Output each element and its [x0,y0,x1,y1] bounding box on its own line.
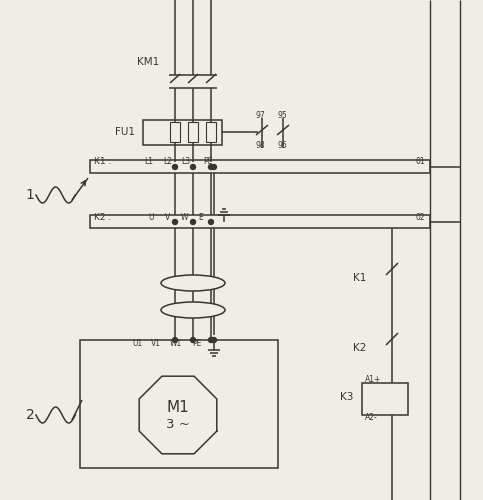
Bar [362,383,408,415]
Bar [80,340,278,468]
Text: 96: 96 [278,142,288,150]
Circle shape [190,220,196,224]
Circle shape [209,220,213,224]
Text: L1: L1 [144,158,153,166]
Ellipse shape [161,302,225,318]
Circle shape [212,164,216,170]
Circle shape [172,338,177,342]
Bar [188,122,198,142]
Text: K1: K1 [353,273,367,283]
Bar [90,160,430,173]
Text: 02: 02 [415,214,425,222]
Text: 97: 97 [255,112,265,120]
Bar [206,122,216,142]
Circle shape [212,338,216,342]
Text: 01: 01 [415,158,425,166]
Ellipse shape [161,275,225,291]
Text: L3: L3 [181,158,190,166]
Text: K2: K2 [353,343,367,353]
Text: K2 :: K2 : [94,214,111,222]
Bar [90,215,430,228]
Text: PE: PE [192,338,201,347]
Text: 1: 1 [26,188,34,202]
Text: L2: L2 [163,158,172,166]
Text: V1: V1 [151,338,161,347]
Text: A1+: A1+ [365,376,382,384]
Text: 2: 2 [26,408,34,422]
Text: V: V [165,214,170,222]
Text: FU1: FU1 [115,127,135,137]
Text: M1: M1 [167,400,189,414]
Text: K1 :: K1 : [94,158,112,166]
Text: 95: 95 [278,112,288,120]
Circle shape [209,338,213,342]
Text: W1: W1 [170,338,182,347]
Text: U: U [148,214,154,222]
Text: K3: K3 [340,392,354,402]
Text: 3 ~: 3 ~ [166,418,190,432]
Text: U1: U1 [132,338,142,347]
Circle shape [209,164,213,170]
Circle shape [190,164,196,170]
Circle shape [172,164,177,170]
Text: A2-: A2- [365,414,378,422]
Text: PE: PE [203,158,213,166]
Bar [143,120,222,145]
Text: W: W [181,214,188,222]
Text: 98: 98 [255,142,265,150]
Text: E: E [198,214,203,222]
Text: KM1: KM1 [137,57,159,67]
Bar [170,122,180,142]
Circle shape [172,220,177,224]
Circle shape [190,338,196,342]
